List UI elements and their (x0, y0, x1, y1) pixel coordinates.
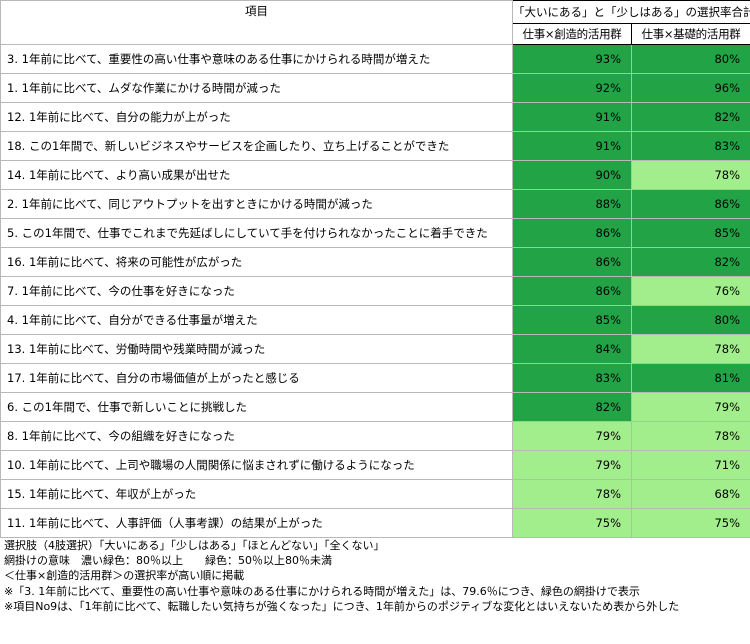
table-row: 10. 1年前に比べて、上司や職場の人間関係に悩まされずに働けるようになった 79… (0, 450, 750, 480)
row-label: 7. 1年前に比べて、今の仕事を好きになった (0, 276, 513, 306)
creative-value-cell: 79% (512, 421, 632, 451)
row-label: 17. 1年前に比べて、自分の市場価値が上がったと感じる (0, 363, 513, 393)
table-row: 8. 1年前に比べて、今の組織を好きになった 79% 78% (0, 421, 750, 451)
basic-value-cell: 80% (631, 305, 750, 335)
table-row: 15. 1年前に比べて、年収が上がった 78% 68% (0, 479, 750, 509)
row-label: 12. 1年前に比べて、自分の能力が上がった (0, 102, 513, 132)
basic-column-header: 仕事×基礎的活用群 (631, 23, 750, 45)
footnote: ※「3. 1年前に比べて、重要性の高い仕事や意味のある仕事にかけられる時間が増え… (4, 584, 640, 598)
row-label: 14. 1年前に比べて、より高い成果が出せた (0, 160, 513, 190)
footnote: ※項目No9は、「1年前に比べて、転職したい気持ちが強くなった」につき、1年前か… (4, 599, 680, 613)
basic-value-cell: 76% (631, 276, 750, 306)
basic-value-cell: 78% (631, 334, 750, 364)
row-label: 10. 1年前に比べて、上司や職場の人間関係に悩まされずに働けるようになった (0, 450, 513, 480)
creative-value-cell: 88% (512, 189, 632, 219)
creative-value-cell: 75% (512, 508, 632, 538)
footnote: 選択肢（4肢選択）「大いにある」「少しはある」「ほとんどない」「全くない」 (4, 539, 385, 552)
row-label: 8. 1年前に比べて、今の組織を好きになった (0, 421, 513, 451)
table-row: 13. 1年前に比べて、労働時間や残業時間が減った 84% 78% (0, 334, 750, 364)
table-row: 14. 1年前に比べて、より高い成果が出せた 90% 78% (0, 160, 750, 190)
table-row: 12. 1年前に比べて、自分の能力が上がった 91% 82% (0, 102, 750, 132)
basic-value-cell: 71% (631, 450, 750, 480)
basic-value-cell: 68% (631, 479, 750, 509)
creative-value-cell: 93% (512, 44, 632, 74)
creative-value-cell: 83% (512, 363, 632, 393)
table-row: 1. 1年前に比べて、ムダな作業にかける時間が減った 92% 96% (0, 73, 750, 103)
row-label: 16. 1年前に比べて、将来の可能性が広がった (0, 247, 513, 277)
creative-value-cell: 92% (512, 73, 632, 103)
table-row: 18. この1年間で、新しいビジネスやサービスを企画したり、立ち上げることができ… (0, 131, 750, 161)
creative-column-header: 仕事×創造的活用群 (512, 23, 632, 45)
row-label: 5. この1年間で、仕事でこれまで先延ばしにしていて手を付けられなかったことに着… (0, 218, 513, 248)
creative-value-cell: 86% (512, 218, 632, 248)
row-label: 11. 1年前に比べて、人事評価（人事考課）の結果が上がった (0, 508, 513, 538)
basic-value-cell: 96% (631, 73, 750, 103)
creative-value-cell: 78% (512, 479, 632, 509)
basic-value-cell: 83% (631, 131, 750, 161)
footnotes: 選択肢（4肢選択）「大いにある」「少しはある」「ほとんどない」「全くない」 網掛… (4, 538, 679, 614)
creative-value-cell: 91% (512, 102, 632, 132)
basic-value-cell: 82% (631, 102, 750, 132)
basic-value-cell: 81% (631, 363, 750, 393)
basic-value-cell: 78% (631, 160, 750, 190)
creative-value-cell: 91% (512, 131, 632, 161)
creative-value-cell: 86% (512, 276, 632, 306)
creative-value-cell: 84% (512, 334, 632, 364)
basic-value-cell: 82% (631, 247, 750, 277)
survey-table: 項目 「大いにある」と「少しはある」の選択率合計 仕事×創造的活用群 仕事×基礎… (0, 0, 750, 538)
row-label: 1. 1年前に比べて、ムダな作業にかける時間が減った (0, 73, 513, 103)
creative-value-cell: 90% (512, 160, 632, 190)
basic-value-cell: 78% (631, 421, 750, 451)
creative-value-cell: 85% (512, 305, 632, 335)
basic-value-cell: 85% (631, 218, 750, 248)
row-label: 18. この1年間で、新しいビジネスやサービスを企画したり、立ち上げることができ… (0, 131, 513, 161)
row-label: 6. この1年間で、仕事で新しいことに挑戦した (0, 392, 513, 422)
footnote: ＜仕事×創造的活用群＞の選択率が高い順に掲載 (4, 569, 245, 583)
table-row: 3. 1年前に比べて、重要性の高い仕事や意味のある仕事にかけられる時間が増えた 9… (0, 44, 750, 74)
footnote: 網掛けの意味 濃い緑色：80％以上 緑色：50％以上80％未満 (4, 554, 332, 568)
creative-value-cell: 86% (512, 247, 632, 277)
row-label: 4. 1年前に比べて、自分ができる仕事量が増えた (0, 305, 513, 335)
basic-value-cell: 79% (631, 392, 750, 422)
table-row: 11. 1年前に比べて、人事評価（人事考課）の結果が上がった 75% 75% (0, 508, 750, 538)
table-row: 16. 1年前に比べて、将来の可能性が広がった 86% 82% (0, 247, 750, 277)
creative-value-cell: 79% (512, 450, 632, 480)
table-row: 6. この1年間で、仕事で新しいことに挑戦した 82% 79% (0, 392, 750, 422)
row-label: 15. 1年前に比べて、年収が上がった (0, 479, 513, 509)
row-label: 3. 1年前に比べて、重要性の高い仕事や意味のある仕事にかけられる時間が増えた (0, 44, 513, 74)
table-row: 5. この1年間で、仕事でこれまで先延ばしにしていて手を付けられなかったことに着… (0, 218, 750, 248)
row-label: 13. 1年前に比べて、労働時間や残業時間が減った (0, 334, 513, 364)
basic-value-cell: 86% (631, 189, 750, 219)
basic-value-cell: 80% (631, 44, 750, 74)
basic-value-cell: 75% (631, 508, 750, 538)
table-row: 2. 1年前に比べて、同じアウトプットを出すときにかける時間が減った 88% 86% (0, 189, 750, 219)
group-header: 「大いにある」と「少しはある」の選択率合計 (512, 0, 750, 24)
table-row: 7. 1年前に比べて、今の仕事を好きになった 86% 76% (0, 276, 750, 306)
row-label: 2. 1年前に比べて、同じアウトプットを出すときにかける時間が減った (0, 189, 513, 219)
table-row: 17. 1年前に比べて、自分の市場価値が上がったと感じる 83% 81% (0, 363, 750, 393)
creative-value-cell: 82% (512, 392, 632, 422)
table-row: 4. 1年前に比べて、自分ができる仕事量が増えた 85% 80% (0, 305, 750, 335)
item-column-header: 項目 (0, 0, 513, 45)
